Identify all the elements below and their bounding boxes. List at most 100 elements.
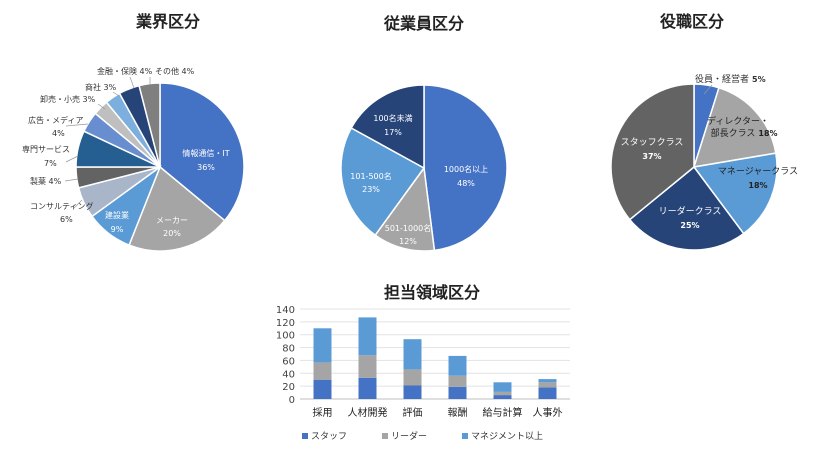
annot-retail: 卸売・小売 3% (40, 94, 96, 104)
bar-リーダー-評価 (403, 369, 422, 386)
position-pie (610, 83, 778, 251)
employee-label-under100: 100名未満 (373, 113, 412, 123)
legend-swatch (302, 433, 308, 439)
annot-other: その他 4% (155, 66, 195, 76)
position-label-manager: マネージャークラス (718, 166, 798, 177)
position-slice-4 (610, 83, 695, 221)
employee-chart-title: 従業員区分 (383, 14, 464, 33)
legend-label: スタッフ (311, 431, 347, 442)
position-chart-title: 役職区分 (660, 12, 724, 31)
y-tick-label: 60 (282, 356, 295, 367)
legend-swatch (382, 433, 388, 439)
annot-pharma: 製薬 4% (30, 176, 62, 186)
bar-スタッフ-評価 (403, 385, 422, 399)
industry-label-it: 情報通信・IT (182, 148, 229, 158)
bar-マネジメント以上-報酬 (448, 355, 467, 376)
position-pct-staff: 37% (642, 152, 661, 161)
bar-legend: スタッフ リーダー マネジメント以上 (302, 430, 543, 442)
position-pct-manager: 18% (748, 181, 767, 190)
bar-マネジメント以上-人事外 (538, 379, 557, 383)
bar-リーダー-人事外 (538, 382, 557, 388)
x-tick-label: 人事外 (533, 406, 563, 419)
bar-リーダー-人材開発 (358, 355, 377, 378)
industry-slice-10 (138, 82, 161, 168)
bar-マネジメント以上-人材開発 (358, 317, 377, 356)
position-pct-executive: 5% (752, 75, 766, 84)
x-tick-label: 報酬 (448, 407, 468, 419)
employee-pie (340, 84, 508, 252)
y-tick-label: 0 (289, 395, 295, 406)
y-tick-label: 20 (282, 382, 295, 393)
bar-リーダー-採用 (313, 362, 332, 380)
employee-slice-0 (423, 84, 508, 252)
y-tick-label: 120 (276, 318, 295, 329)
bar-マネジメント以上-採用 (313, 328, 332, 363)
employee-slice-3 (350, 84, 425, 170)
employee-slice-2 (340, 126, 426, 237)
legend-swatch (462, 433, 468, 439)
position-slice-1 (692, 86, 777, 168)
position-label-executive: 役員・経営者 (695, 73, 749, 85)
position-label-staff: スタッフクラス (621, 137, 684, 148)
y-tick-label: 40 (282, 369, 295, 380)
legend-label: マネジメント以上 (471, 431, 543, 442)
x-tick-label: 評価 (403, 406, 423, 419)
bar-スタッフ-採用 (313, 379, 332, 399)
industry-slice-1 (128, 165, 226, 252)
employee-pct-1000plus: 48% (457, 179, 475, 188)
industry-pie (75, 82, 245, 252)
annot-trading: 商社 3% (85, 82, 117, 92)
annot-media-pct: 4% (52, 129, 65, 138)
legend-label: リーダー (391, 430, 427, 442)
bar-スタッフ-人材開発 (358, 377, 377, 399)
employee-pct-under100: 17% (384, 128, 402, 137)
employee-pct-501-1000: 12% (399, 237, 417, 246)
annot-professional: 専門サービス (22, 144, 70, 154)
bar-リーダー-給与計算 (493, 391, 512, 396)
employee-pct-101-500: 23% (362, 185, 380, 194)
position-pct-leader: 25% (680, 221, 699, 230)
industry-pct-maker: 20% (163, 229, 181, 238)
x-tick-label: 給与計算 (483, 406, 523, 419)
position-pct-director: 18% (758, 129, 777, 138)
y-tick-label: 100 (276, 331, 295, 342)
bar-マネジメント以上-給与計算 (493, 382, 512, 392)
bar-マネジメント以上-評価 (403, 339, 422, 370)
employee-label-1000plus: 1000名以上 (444, 164, 488, 174)
position-leader-line (703, 84, 713, 95)
employee-label-101-500: 101-500名 (350, 171, 391, 181)
y-tick-label: 80 (282, 344, 295, 355)
annot-professional-pct: 7% (44, 159, 57, 168)
annot-media: 広告・メディア (28, 115, 83, 125)
bar-スタッフ-給与計算 (493, 395, 512, 399)
position-label-leader: リーダークラス (659, 205, 722, 217)
bar-x-axis: 採用 人材開発 評価 報酬 給与計算 人事外 (313, 406, 563, 419)
industry-pct-construction: 9% (111, 225, 124, 234)
employee-slice-1 (374, 166, 436, 252)
bar-リーダー-報酬 (448, 375, 467, 387)
position-slice-2 (692, 152, 778, 235)
position-label-director-2: 部長クラス (711, 127, 756, 139)
domain-chart-title: 担当領域区分 (384, 283, 480, 302)
x-tick-label: 人材開発 (348, 406, 388, 419)
industry-label-construction: 建設業 (105, 210, 129, 220)
bar-series (313, 317, 557, 399)
annot-consulting-pct: 6% (60, 215, 73, 224)
position-label-director-1: ディレクター・ (707, 115, 769, 127)
annot-finance: 金融・保険 4% (97, 66, 153, 76)
industry-pct-it: 36% (197, 163, 215, 172)
annot-consulting: コンサルティング (30, 201, 94, 211)
industry-leader-lines (64, 76, 151, 209)
x-tick-label: 採用 (313, 406, 333, 419)
industry-chart-title: 業界区分 (135, 12, 200, 31)
y-tick-label: 140 (276, 305, 295, 316)
bar-gridlines (300, 308, 570, 400)
industry-slice-0 (159, 82, 245, 222)
position-slice-3 (628, 165, 745, 251)
industry-label-maker: メーカー (156, 216, 188, 225)
employee-label-501-1000: 501-1000名 (385, 223, 432, 233)
bar-スタッフ-人事外 (538, 387, 557, 399)
bar-スタッフ-報酬 (448, 386, 467, 399)
